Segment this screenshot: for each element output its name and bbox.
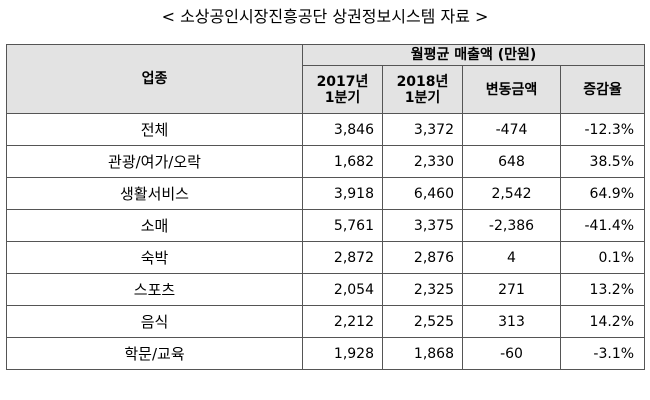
table-row: 관광/여가/오락 1,682 2,330 648 38.5% <box>6 145 646 178</box>
change-cell: 648 <box>462 145 561 178</box>
rate-cell: -12.3% <box>559 113 646 146</box>
rate-cell: -3.1% <box>559 337 646 370</box>
change-cell: -474 <box>462 113 561 146</box>
category-cell: 숙박 <box>6 241 303 274</box>
category-cell: 음식 <box>6 305 303 338</box>
change-cell: 4 <box>462 241 561 274</box>
value-2018-cell: 2,525 <box>382 305 463 338</box>
header-change: 변동금액 <box>462 65 561 114</box>
header-2017q1: 2017년 1분기 <box>302 65 383 114</box>
category-cell: 소매 <box>6 209 303 242</box>
header-group: 월평균 매출액 (만원) <box>301 44 646 66</box>
change-cell: 271 <box>462 273 561 306</box>
change-cell: 2,542 <box>462 177 561 210</box>
table-row: 음식 2,212 2,525 313 14.2% <box>6 305 646 338</box>
sales-table: 업종 월평균 매출액 (만원) 2017년 1분기 2018년 1분기 변동금액… <box>6 44 646 370</box>
value-2018-cell: 3,375 <box>382 209 463 242</box>
rate-cell: 0.1% <box>559 241 646 274</box>
header-2018q1-quarter: 1분기 <box>404 89 441 106</box>
table-row: 학문/교육 1,928 1,868 -60 -3.1% <box>6 337 646 370</box>
table-row: 생활서비스 3,918 6,460 2,542 64.9% <box>6 177 646 210</box>
value-2018-cell: 6,460 <box>382 177 463 210</box>
value-2017-cell: 2,054 <box>302 273 383 306</box>
table-row: 스포츠 2,054 2,325 271 13.2% <box>6 273 646 306</box>
value-2017-cell: 3,918 <box>302 177 383 210</box>
table-row: 소매 5,761 3,375 -2,386 -41.4% <box>6 209 646 242</box>
header-2018q1: 2018년 1분기 <box>382 65 463 114</box>
rate-cell: 64.9% <box>559 177 646 210</box>
value-2017-cell: 3,846 <box>302 113 383 146</box>
value-2017-cell: 5,761 <box>302 209 383 242</box>
rate-cell: -41.4% <box>559 209 646 242</box>
value-2018-cell: 2,325 <box>382 273 463 306</box>
category-cell: 학문/교육 <box>6 337 303 370</box>
value-2018-cell: 2,876 <box>382 241 463 274</box>
header-2017q1-year: 2017년 <box>316 73 369 90</box>
change-cell: 313 <box>462 305 561 338</box>
page-title: < 소상공인시장진흥공단 상권정보시스템 자료 > <box>161 7 489 26</box>
table-row: 숙박 2,872 2,876 4 0.1% <box>6 241 646 274</box>
header-rate: 증감율 <box>559 65 646 114</box>
header-2018q1-year: 2018년 <box>396 73 449 90</box>
change-cell: -60 <box>462 337 561 370</box>
value-2017-cell: 2,872 <box>302 241 383 274</box>
category-cell: 관광/여가/오락 <box>6 145 303 178</box>
category-cell: 스포츠 <box>6 273 303 306</box>
value-2018-cell: 3,372 <box>382 113 463 146</box>
rate-cell: 38.5% <box>559 145 646 178</box>
category-cell: 전체 <box>6 113 303 146</box>
value-2018-cell: 2,330 <box>382 145 463 178</box>
category-cell: 생활서비스 <box>6 177 303 210</box>
value-2017-cell: 1,682 <box>302 145 383 178</box>
table-row: 전체 3,846 3,372 -474 -12.3% <box>6 113 646 146</box>
header-industry: 업종 <box>6 44 303 114</box>
change-cell: -2,386 <box>462 209 561 242</box>
rate-cell: 14.2% <box>559 305 646 338</box>
value-2017-cell: 2,212 <box>302 305 383 338</box>
value-2018-cell: 1,868 <box>382 337 463 370</box>
header-2017q1-quarter: 1분기 <box>324 89 361 106</box>
value-2017-cell: 1,928 <box>302 337 383 370</box>
rate-cell: 13.2% <box>559 273 646 306</box>
